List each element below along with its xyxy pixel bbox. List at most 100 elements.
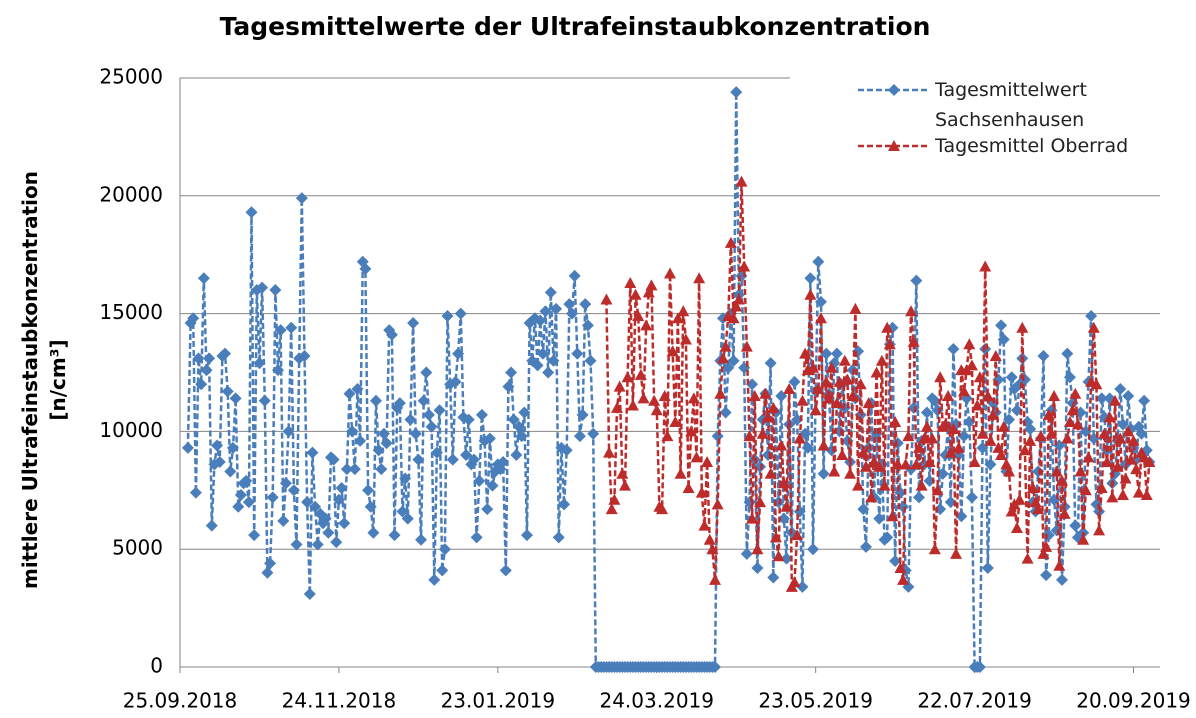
triangle-marker bbox=[642, 286, 655, 298]
triangle-marker bbox=[841, 373, 854, 385]
diamond-marker bbox=[767, 571, 780, 584]
triangle-marker bbox=[931, 484, 944, 496]
diamond-marker bbox=[187, 312, 200, 325]
triangle-marker bbox=[1018, 444, 1031, 456]
triangle-marker bbox=[719, 340, 732, 352]
diamond-marker bbox=[984, 458, 997, 471]
diamond-marker bbox=[486, 479, 499, 492]
triangle-marker bbox=[989, 350, 1002, 362]
y-tick-label: 10000 bbox=[99, 418, 163, 442]
triangle-marker bbox=[664, 267, 676, 279]
triangle-marker bbox=[886, 510, 899, 522]
diamond-marker bbox=[309, 500, 322, 513]
triangle-marker bbox=[836, 448, 849, 460]
diamond-marker bbox=[965, 491, 978, 504]
diamond-marker bbox=[240, 474, 253, 487]
triangle-marker bbox=[714, 387, 727, 399]
triangle-marker bbox=[926, 432, 939, 444]
legend-item: Tagesmittel Oberrad bbox=[935, 135, 1128, 157]
triangle-marker bbox=[1108, 394, 1121, 406]
diamond-marker bbox=[1061, 347, 1074, 360]
diamond-marker bbox=[301, 496, 314, 509]
triangle-marker bbox=[844, 467, 857, 479]
triangle-marker bbox=[1138, 451, 1151, 463]
diamond-marker bbox=[539, 305, 552, 318]
diamond-marker bbox=[920, 406, 933, 419]
diamond-marker bbox=[801, 441, 814, 454]
triangle-marker bbox=[838, 354, 851, 366]
diamond-marker bbox=[936, 467, 949, 480]
diamond-marker bbox=[468, 453, 480, 466]
diamond-marker bbox=[579, 298, 592, 311]
diamond-marker bbox=[1037, 350, 1050, 363]
triangle-marker bbox=[891, 458, 904, 470]
diamond-marker bbox=[584, 354, 597, 367]
diamond-marker bbox=[812, 255, 825, 268]
triangle-marker bbox=[965, 359, 978, 371]
diamond-marker bbox=[234, 489, 247, 502]
triangle-marker bbox=[724, 236, 737, 248]
chart-title: Tagesmittelwerte der Ultrafeinstaubkonze… bbox=[220, 12, 931, 41]
x-tick-label: 24.11.2018 bbox=[282, 689, 397, 713]
triangle-marker bbox=[645, 279, 658, 291]
diamond-marker bbox=[195, 378, 208, 391]
triangle-marker bbox=[912, 441, 925, 453]
triangle-marker bbox=[671, 312, 684, 324]
diamond-marker bbox=[338, 517, 351, 530]
diamond-marker bbox=[221, 385, 234, 398]
triangle-marker bbox=[804, 288, 817, 300]
diamond-marker bbox=[1116, 418, 1129, 431]
triangle-marker bbox=[1103, 411, 1116, 423]
triangle-marker bbox=[976, 427, 989, 439]
triangle-marker bbox=[788, 576, 801, 588]
diamond-marker bbox=[889, 554, 902, 567]
triangle-marker bbox=[1063, 415, 1076, 427]
diamond-marker bbox=[534, 314, 547, 327]
triangle-marker bbox=[632, 309, 645, 321]
triangle-marker bbox=[1124, 453, 1137, 465]
diamond-marker bbox=[881, 531, 894, 544]
diamond-marker bbox=[460, 448, 473, 461]
triangle-marker bbox=[764, 467, 777, 479]
diamond-marker bbox=[354, 434, 367, 447]
triangle-marker bbox=[629, 288, 642, 300]
diamond-marker bbox=[1095, 392, 1108, 405]
triangle-marker bbox=[1111, 460, 1124, 472]
diamond-marker bbox=[873, 512, 886, 525]
diamond-marker bbox=[544, 286, 557, 299]
triangle-marker bbox=[1048, 390, 1061, 402]
triangle-marker bbox=[648, 394, 661, 406]
triangle-marker bbox=[1093, 524, 1106, 536]
triangle-marker bbox=[1066, 404, 1079, 416]
diamond-marker bbox=[364, 500, 377, 513]
triangle-marker bbox=[1130, 463, 1143, 475]
diamond-marker bbox=[997, 333, 1010, 346]
diamond-marker bbox=[470, 531, 483, 544]
triangle-marker bbox=[1016, 321, 1029, 333]
triangle-marker bbox=[870, 366, 883, 378]
triangle-marker bbox=[817, 439, 830, 451]
triangle-marker bbox=[934, 371, 947, 383]
triangle-marker bbox=[769, 531, 782, 543]
triangle-marker bbox=[942, 390, 955, 402]
diamond-marker bbox=[351, 382, 364, 395]
triangle-marker bbox=[701, 456, 714, 468]
triangle-marker bbox=[979, 260, 992, 272]
triangle-marker bbox=[1095, 481, 1108, 493]
diamond-marker bbox=[568, 269, 581, 282]
diamond-marker bbox=[311, 538, 324, 551]
triangle-marker bbox=[899, 458, 912, 470]
triangle-marker bbox=[860, 460, 872, 472]
triangle-marker bbox=[1140, 489, 1153, 501]
triangle-marker bbox=[1037, 547, 1050, 559]
diamond-marker bbox=[830, 347, 843, 360]
triangle-marker bbox=[1106, 491, 1119, 503]
diamond-marker bbox=[513, 420, 526, 433]
diamond-marker bbox=[277, 514, 290, 527]
diamond-marker bbox=[359, 262, 372, 275]
diamond-marker bbox=[285, 321, 298, 334]
triangle-marker bbox=[865, 491, 878, 503]
diamond-marker bbox=[454, 307, 467, 320]
diamond-marker bbox=[1024, 423, 1037, 436]
